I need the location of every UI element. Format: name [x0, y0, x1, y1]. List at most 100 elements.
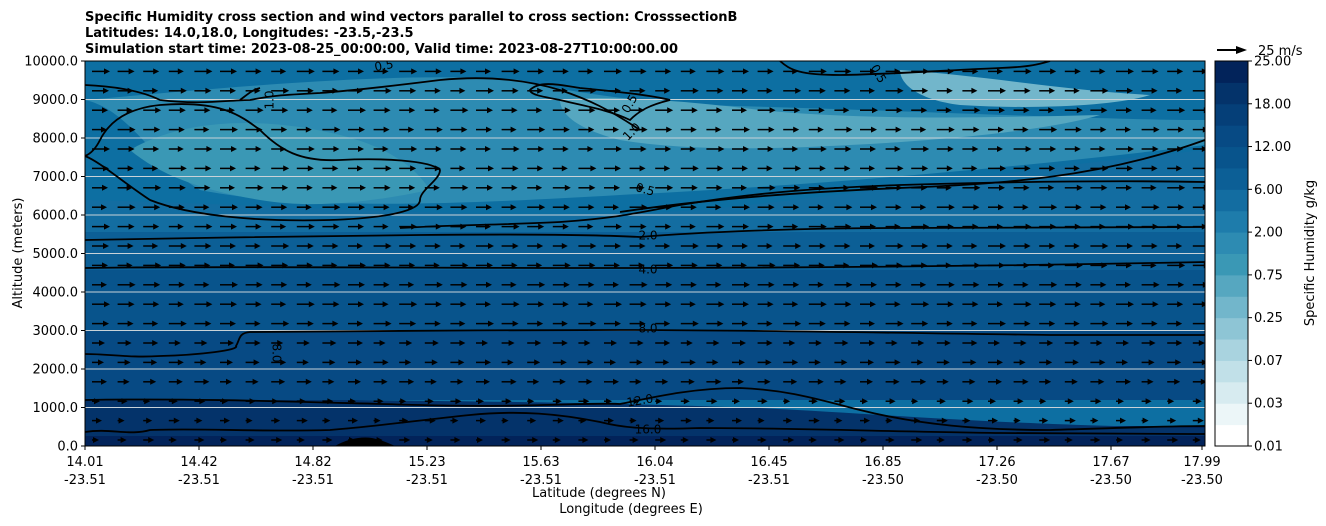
wind-vector-head	[1101, 107, 1108, 114]
wind-vector-head	[1067, 398, 1074, 405]
wind-vector	[348, 398, 356, 405]
colorbar-tick-label: 0.03	[1254, 397, 1283, 412]
wind-vector-head	[691, 107, 698, 114]
wind-vector	[1013, 184, 1030, 191]
wind-vector	[911, 359, 924, 366]
humidity-band-2	[85, 330, 1205, 400]
contour-line-6	[399, 180, 1205, 229]
colorbar-label: Specific Humidity g/kg	[1303, 180, 1318, 326]
wind-vector	[604, 417, 614, 424]
wind-vector-head	[148, 437, 155, 443]
wind-vector-head	[227, 359, 233, 366]
wind-vector	[322, 262, 338, 269]
wind-vector	[348, 437, 355, 443]
wind-vector	[527, 359, 541, 366]
wind-vector-head	[605, 437, 611, 443]
wind-vector	[911, 87, 929, 94]
wind-vector-head	[1201, 223, 1205, 230]
wind-vector-head	[1151, 87, 1158, 94]
wind-vector	[911, 184, 928, 191]
wind-vector	[1141, 165, 1158, 172]
wind-vector-head	[486, 126, 492, 133]
wind-vector-head	[124, 359, 131, 366]
wind-vector-head	[357, 243, 363, 249]
wind-vector-head	[789, 340, 796, 346]
wind-vector-head	[1092, 417, 1099, 424]
wind-vector-head	[198, 437, 205, 443]
wind-vector-head	[408, 204, 415, 211]
wind-vector-head	[329, 359, 336, 366]
wind-vector	[450, 359, 465, 366]
wind-vector-head	[206, 223, 213, 230]
wind-vector	[476, 340, 488, 346]
wind-vector	[1039, 262, 1055, 269]
wind-vector	[552, 417, 564, 424]
wind-vector	[1192, 417, 1204, 424]
wind-vector	[680, 204, 697, 211]
wind-vector-head	[1126, 184, 1132, 191]
wind-vector	[373, 68, 389, 75]
wind-vector-head	[127, 320, 134, 327]
wind-vector-head	[667, 262, 674, 269]
wind-vector	[936, 223, 954, 230]
wind-vector	[1167, 126, 1185, 133]
wind-vector-head	[921, 107, 928, 114]
wind-vector-head	[434, 165, 441, 172]
wind-vector-head	[1145, 398, 1152, 405]
wind-vector	[373, 437, 383, 443]
wind-vector	[117, 340, 132, 346]
wind-vector	[552, 223, 569, 230]
wind-vector	[92, 378, 107, 385]
wind-vector	[1116, 68, 1134, 75]
wind-vector	[271, 146, 287, 152]
wind-vector-head	[815, 340, 822, 346]
wind-vector	[936, 68, 954, 75]
wind-vector-head	[101, 378, 107, 385]
wind-vector	[1141, 107, 1157, 114]
wind-vector	[1064, 87, 1080, 94]
wind-vector	[732, 417, 742, 424]
wind-vector-head	[711, 398, 718, 405]
x-tick-label-longitude: -23.51	[748, 473, 790, 488]
wind-vector	[552, 126, 570, 133]
wind-vector-head	[283, 243, 290, 249]
wind-vector	[629, 107, 645, 114]
wind-vector	[1039, 417, 1049, 424]
wind-vector-head	[404, 437, 411, 443]
wind-vector	[168, 340, 181, 346]
wind-vector	[194, 417, 203, 424]
colorbar-segment	[1215, 232, 1248, 254]
wind-vector	[860, 320, 875, 327]
wind-vector	[450, 437, 461, 443]
wind-vector	[936, 262, 952, 269]
wind-vector-head	[283, 87, 290, 94]
wind-vector-head	[461, 126, 468, 133]
wind-vector	[271, 359, 287, 366]
wind-vector-head	[1099, 359, 1106, 366]
wind-vector	[348, 146, 364, 152]
wind-vector	[117, 184, 133, 191]
wind-vector-head	[784, 398, 791, 405]
wind-vector-head	[840, 378, 847, 385]
wind-vector	[271, 204, 288, 211]
wind-vector-head	[459, 320, 466, 327]
wind-vector-head	[455, 398, 462, 405]
wind-vector-head	[692, 320, 699, 327]
wind-vector-head	[665, 146, 672, 152]
wind-vector-head	[411, 223, 418, 230]
wind-vector-head	[1024, 320, 1031, 327]
wind-vector-head	[946, 87, 953, 94]
wind-vector-head	[1125, 281, 1131, 288]
wind-vector-head	[587, 223, 594, 230]
wind-vector	[1141, 398, 1152, 405]
wind-vector	[527, 165, 544, 172]
wind-vector-head	[658, 417, 665, 424]
wind-vector-head	[538, 146, 545, 152]
wind-vector-head	[1074, 223, 1081, 230]
wind-vector-head	[254, 340, 261, 346]
wind-vector	[885, 87, 904, 94]
wind-vector-head	[487, 107, 493, 114]
wind-vector-head	[989, 437, 995, 443]
wind-vector	[885, 378, 900, 385]
wind-vector-head	[795, 87, 802, 94]
